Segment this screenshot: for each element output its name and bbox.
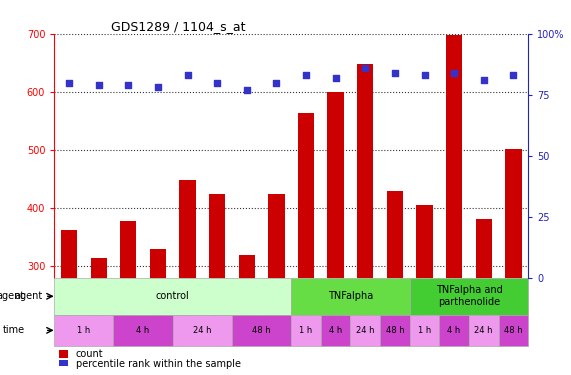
Bar xyxy=(416,205,433,375)
Text: count: count xyxy=(75,349,103,358)
Text: percentile rank within the sample: percentile rank within the sample xyxy=(75,358,240,369)
Bar xyxy=(232,315,291,346)
Bar xyxy=(387,191,403,375)
Bar xyxy=(357,64,373,375)
Bar xyxy=(61,230,77,375)
Bar xyxy=(328,92,344,375)
Bar xyxy=(446,36,463,375)
Point xyxy=(272,80,281,86)
Text: 4 h: 4 h xyxy=(329,326,342,335)
Text: control: control xyxy=(156,291,190,301)
Text: GDS1289 / 1104_s_at: GDS1289 / 1104_s_at xyxy=(111,20,246,33)
Text: 48 h: 48 h xyxy=(252,326,271,335)
Bar xyxy=(268,194,284,375)
Point xyxy=(301,72,311,78)
Bar xyxy=(54,315,114,346)
Text: TNFalpha and
parthenolide: TNFalpha and parthenolide xyxy=(436,285,502,307)
Bar xyxy=(59,350,69,358)
Bar xyxy=(59,360,69,366)
Bar xyxy=(410,278,528,315)
Text: 24 h: 24 h xyxy=(356,326,375,335)
Text: 1 h: 1 h xyxy=(299,326,313,335)
Bar xyxy=(321,315,351,346)
Bar xyxy=(173,315,232,346)
Bar xyxy=(291,315,321,346)
Bar xyxy=(120,221,136,375)
Text: 48 h: 48 h xyxy=(504,326,522,335)
Text: 1 h: 1 h xyxy=(77,326,90,335)
Text: TNFalpha: TNFalpha xyxy=(328,291,373,301)
Bar xyxy=(54,278,291,315)
Bar xyxy=(469,315,498,346)
Point xyxy=(94,82,103,88)
Point xyxy=(65,80,74,86)
Point xyxy=(242,87,251,93)
Bar xyxy=(505,149,521,375)
Point xyxy=(420,72,429,78)
Bar xyxy=(476,219,492,375)
Bar xyxy=(498,315,528,346)
Text: 24 h: 24 h xyxy=(475,326,493,335)
Text: agent: agent xyxy=(0,291,25,301)
Point xyxy=(212,80,222,86)
Bar xyxy=(239,255,255,375)
Bar xyxy=(410,315,439,346)
Bar xyxy=(291,278,410,315)
Bar xyxy=(298,113,314,375)
Bar xyxy=(114,315,173,346)
Point xyxy=(154,84,163,90)
Text: 48 h: 48 h xyxy=(385,326,404,335)
Text: 4 h: 4 h xyxy=(136,326,150,335)
Bar xyxy=(150,249,166,375)
Text: 4 h: 4 h xyxy=(448,326,461,335)
Bar xyxy=(351,315,380,346)
Point xyxy=(361,65,370,71)
Point xyxy=(331,75,340,81)
Point xyxy=(509,72,518,78)
Bar xyxy=(179,180,196,375)
Point xyxy=(449,70,459,76)
Point xyxy=(124,82,133,88)
Text: 24 h: 24 h xyxy=(193,326,212,335)
Bar xyxy=(439,315,469,346)
Point xyxy=(183,72,192,78)
Bar xyxy=(380,315,410,346)
Text: agent: agent xyxy=(14,291,42,301)
Point xyxy=(391,70,400,76)
Text: 1 h: 1 h xyxy=(418,326,431,335)
Bar xyxy=(91,258,107,375)
Bar xyxy=(209,194,226,375)
Point xyxy=(479,77,488,83)
Text: time: time xyxy=(3,326,25,335)
